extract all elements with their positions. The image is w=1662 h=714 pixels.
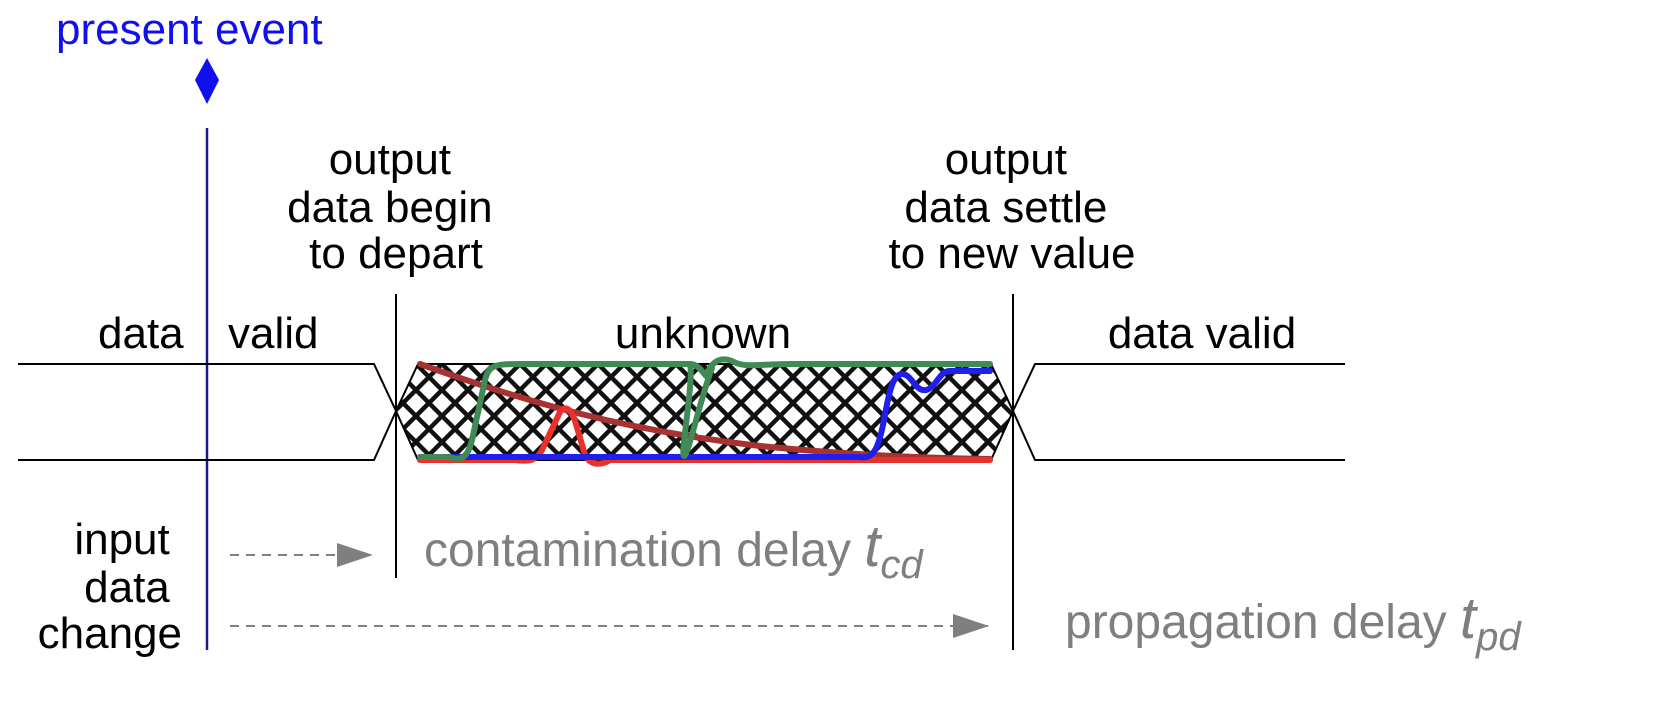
trace-blue — [417, 368, 993, 461]
input-change-line-1: input — [74, 515, 169, 564]
input-change-label: input data change — [38, 515, 182, 658]
region-label-data: data — [98, 309, 184, 358]
contamination-delay-label: contamination delay tcd — [424, 514, 924, 587]
input-change-line-2: data — [84, 563, 170, 612]
propagation-delay-subscript: pd — [1475, 615, 1522, 659]
settle-label: output data settle to new value — [888, 135, 1135, 278]
begin-label-line-2: data begin — [287, 183, 493, 232]
settle-label-line-3: to new value — [888, 229, 1135, 278]
present-event-label: present event — [56, 5, 323, 54]
present-event-diamond-icon — [195, 58, 219, 104]
region-label-valid: valid — [228, 309, 319, 358]
settle-label-line-1: output — [945, 135, 1067, 184]
bus-valid-right — [1011, 363, 1345, 461]
propagation-delay-text: propagation delay — [1065, 596, 1460, 649]
begin-label-line-1: output — [329, 135, 451, 184]
trace-green-dip — [680, 361, 715, 459]
trace-green — [417, 356, 993, 462]
propagation-delay-label: propagation delay tpd — [1065, 586, 1522, 659]
begin-label-line-3: to depart — [309, 229, 483, 278]
contamination-delay-symbol: t — [864, 514, 883, 579]
region-label-data-valid: data valid — [1108, 309, 1296, 358]
contamination-delay-subscript: cd — [880, 543, 924, 587]
contamination-delay-text: contamination delay — [424, 524, 864, 577]
settle-label-line-2: data settle — [904, 183, 1107, 232]
propagation-delay-symbol: t — [1460, 586, 1479, 651]
input-change-line-3: change — [38, 609, 182, 658]
region-label-unknown: unknown — [615, 309, 791, 358]
begin-label: output data begin to depart — [287, 135, 505, 278]
